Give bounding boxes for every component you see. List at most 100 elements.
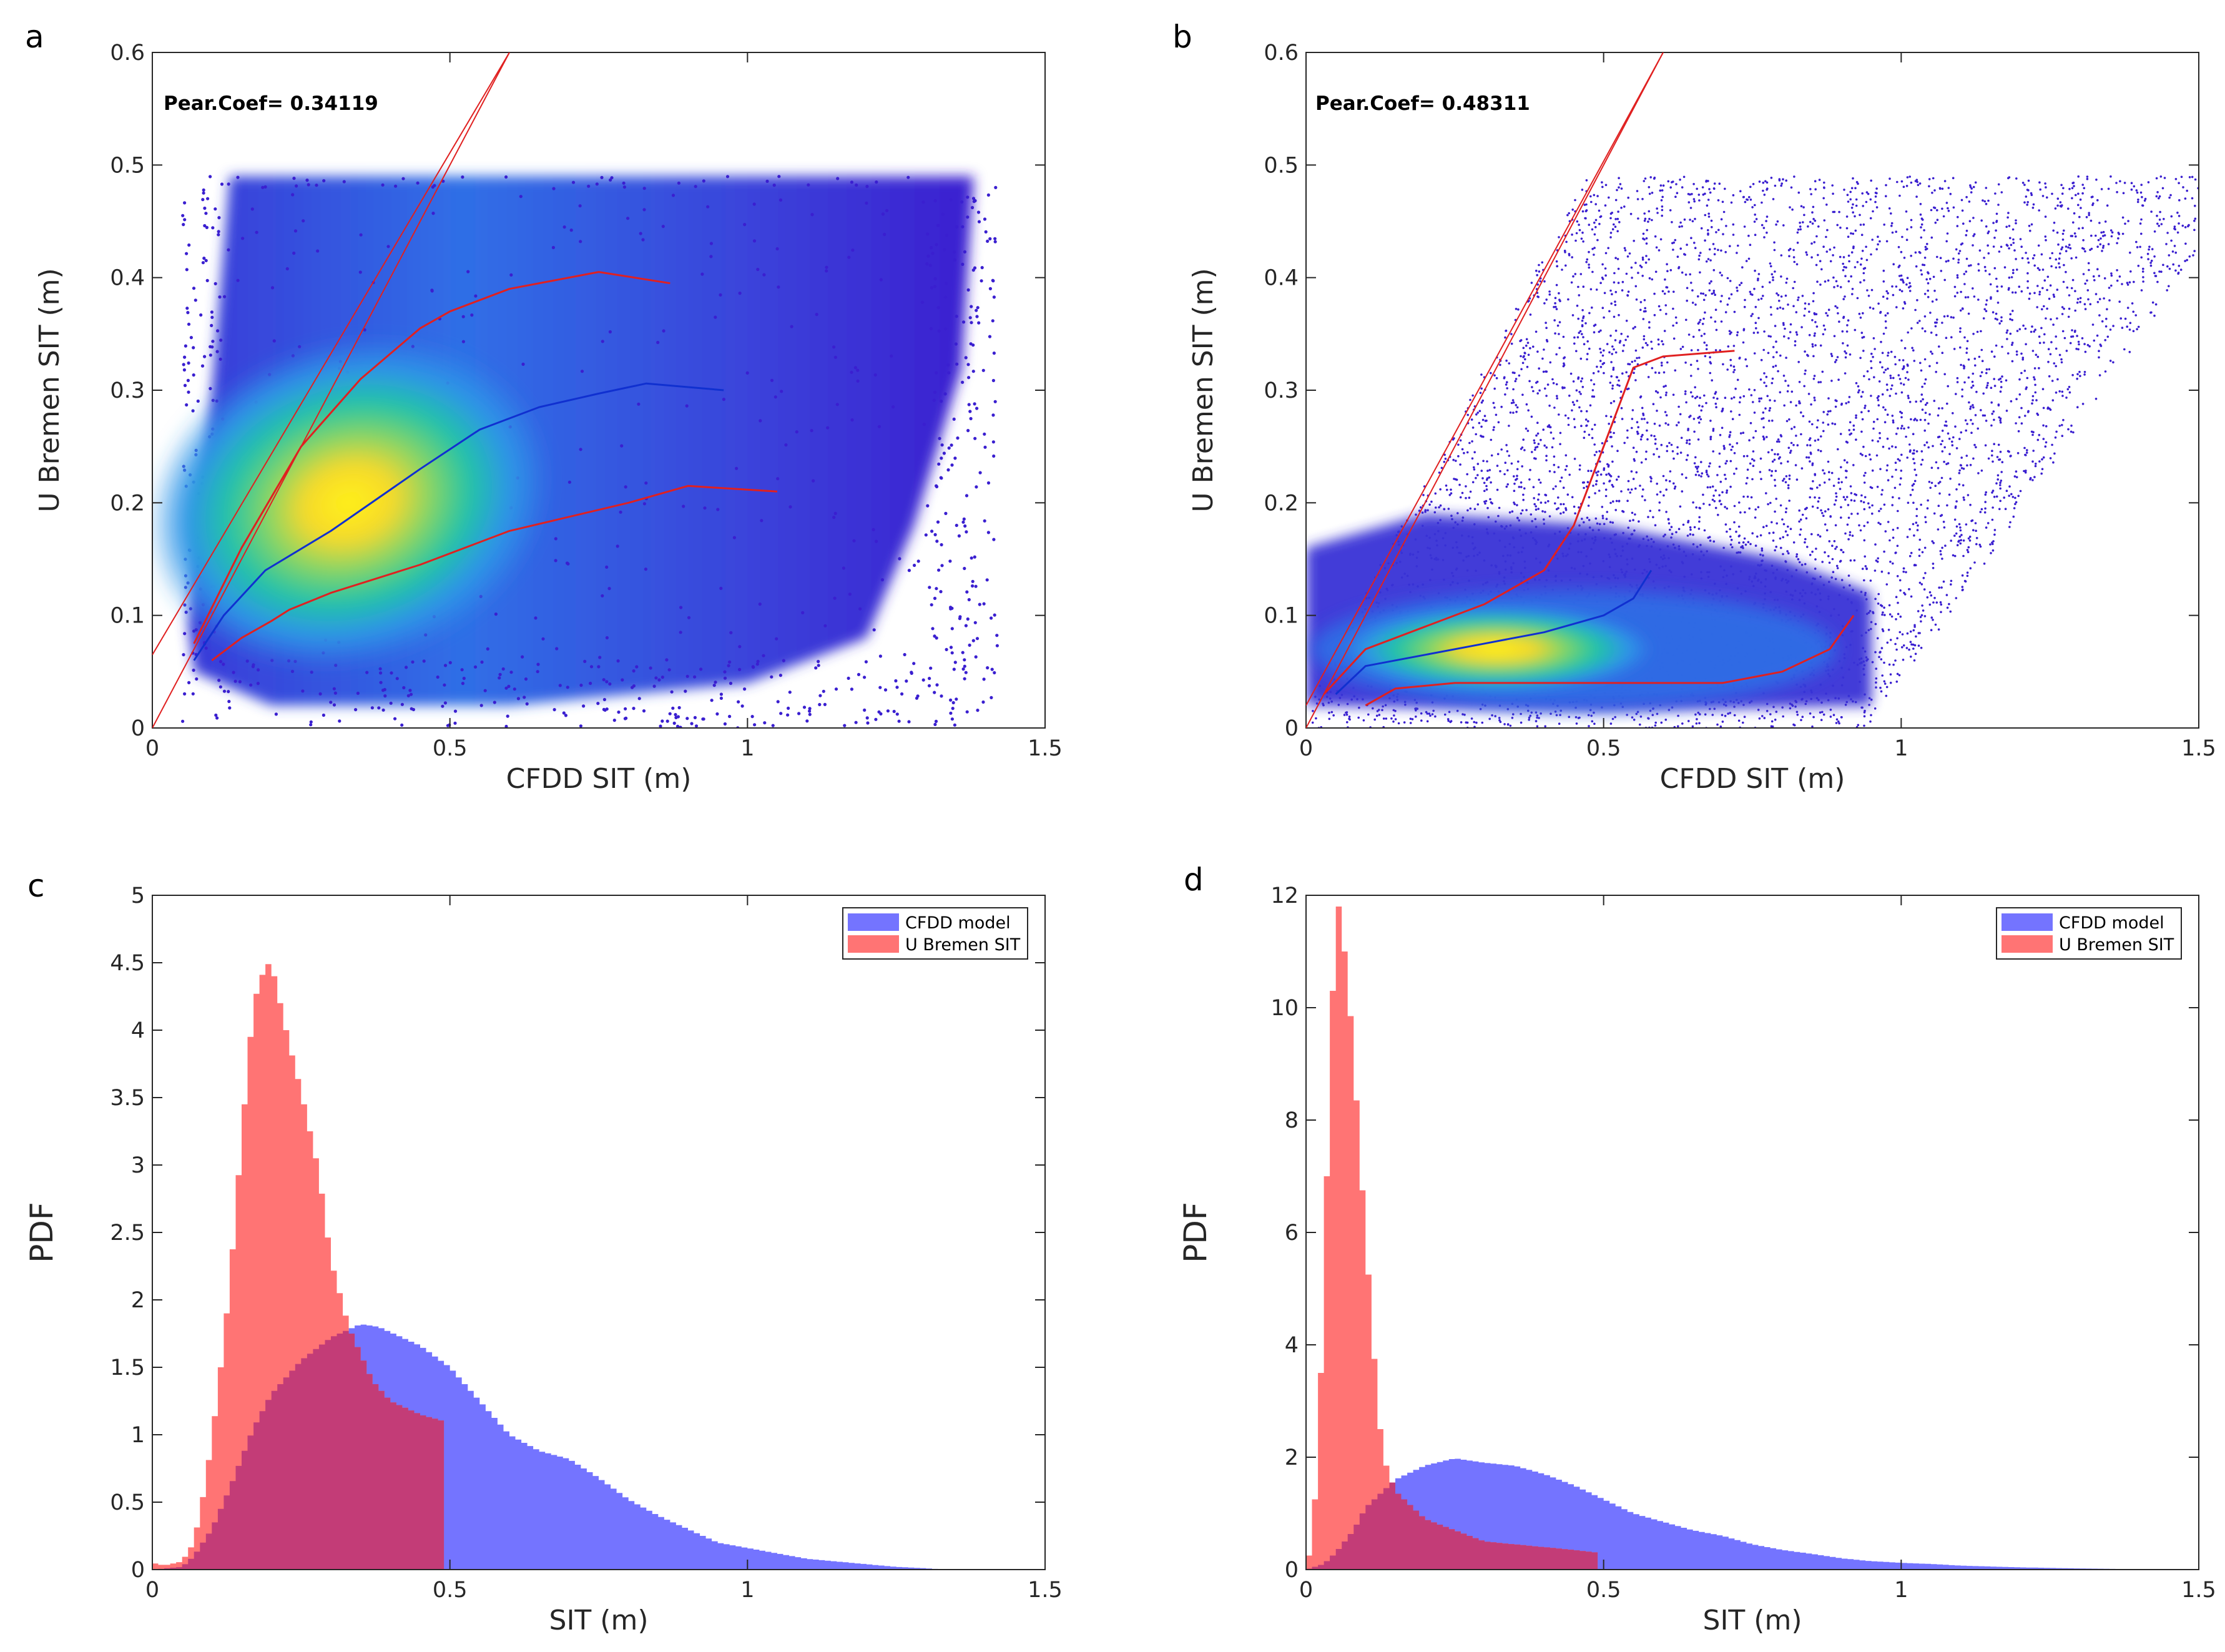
scatter-point-a [738, 292, 742, 295]
scatter-point-b [1822, 421, 1825, 424]
scatter-point-a [466, 270, 470, 273]
scatter-point-b [1565, 465, 1568, 468]
scatter-point-a [536, 670, 539, 674]
scatter-point-a [986, 531, 990, 534]
scatter-point-b [2119, 317, 2122, 320]
scatter-point-b [2126, 307, 2129, 309]
scatter-point-b [1704, 192, 1706, 195]
scatter-point-b [1709, 486, 1712, 489]
scatter-point-b [1870, 352, 1873, 355]
scatter-point-a [842, 566, 845, 570]
scatter-point-b [2043, 342, 2045, 344]
scatter-point-b [1699, 318, 1702, 322]
scatter-point-b [1834, 305, 1837, 308]
scatter-point-b [1824, 280, 1827, 283]
scatter-point-b [1459, 439, 1462, 442]
scatter-point-b [1953, 285, 1957, 288]
scatter-point-b [1919, 361, 1922, 365]
scatter-point-b [1745, 482, 1748, 485]
scatter-point-b [2081, 403, 2085, 405]
scatter-point-b [1885, 184, 1887, 187]
scatter-point-a [825, 269, 828, 273]
scatter-point-b [1769, 407, 1772, 410]
scatter-point-b [1670, 526, 1673, 528]
scatter-point-b [2148, 245, 2151, 248]
scatter-point-b [1982, 414, 1985, 417]
scatter-point-b [1956, 381, 1959, 383]
scatter-point-b [2059, 252, 2061, 255]
scatter-point-a [992, 454, 996, 458]
scatter-point-a [877, 425, 881, 428]
scatter-point-b [1698, 415, 1701, 418]
scatter-point-b [1812, 355, 1815, 358]
scatter-point-b [1874, 348, 1876, 350]
scatter-point-b [1567, 298, 1569, 301]
scatter-point-b [1580, 237, 1583, 240]
scatter-point-b [1735, 467, 1738, 470]
scatter-point-b [1698, 254, 1701, 257]
scatter-point-b [1739, 190, 1742, 193]
scatter-point-b [2015, 222, 2017, 225]
scatter-point-b [1578, 406, 1581, 409]
scatter-point-b [1997, 204, 2000, 206]
scatter-point-a [873, 373, 877, 377]
scatter-point-a [378, 667, 382, 671]
scatter-point-b [1913, 624, 1916, 627]
scatter-point-b [1599, 215, 1603, 218]
scatter-point-a [973, 199, 977, 203]
scatter-point-b [1824, 328, 1827, 331]
scatter-point-b [1684, 253, 1686, 256]
scatter-point-b [1831, 558, 1834, 561]
scatter-point-a [709, 242, 713, 245]
scatter-point-b [2117, 232, 2120, 234]
scatter-point-a [949, 698, 953, 702]
scatter-point-b [2063, 263, 2065, 267]
scatter-point-b [1772, 276, 1774, 279]
scatter-point-b [1548, 515, 1551, 518]
scatter-point-b [1918, 538, 1922, 541]
scatter-point-a [657, 678, 661, 682]
scatter-point-a [181, 719, 185, 723]
scatter-point-a [285, 267, 289, 271]
scatter-point-a [790, 325, 793, 328]
scatter-point-b [1942, 521, 1945, 523]
scatter-point-a [507, 684, 511, 688]
scatter-point-a [315, 184, 318, 187]
scatter-point-b [1900, 453, 1903, 456]
scatter-point-a [620, 444, 624, 448]
scatter-point-b [1766, 436, 1768, 438]
scatter-point-b [2076, 335, 2078, 337]
scatter-point-a [580, 370, 584, 373]
scatter-point-a [185, 268, 189, 272]
scatter-point-b [1980, 409, 1982, 411]
density-cloud-a [152, 175, 999, 728]
scatter-point-b [1960, 199, 1963, 202]
scatter-point-b [1721, 720, 1724, 723]
scatter-point-a [964, 671, 968, 674]
scatter-point-a [990, 667, 994, 671]
scatter-point-a [642, 208, 646, 212]
scatter-point-b [1902, 307, 1905, 310]
scatter-point-b [1373, 718, 1376, 721]
scatter-point-b [1961, 395, 1963, 398]
scatter-point-b [1884, 421, 1887, 423]
scatter-point-a [725, 175, 730, 179]
scatter-point-b [1886, 297, 1889, 300]
scatter-point-b [1844, 532, 1847, 535]
scatter-point-b [1917, 524, 1919, 527]
scatter-point-a [409, 692, 413, 696]
scatter-point-b [1950, 316, 1953, 318]
scatter-point-b [1896, 575, 1899, 578]
scatter-point-b [1702, 503, 1705, 505]
scatter-point-b [2015, 476, 2018, 479]
scatter-point-b [1819, 283, 1822, 286]
scatter-point-b [1664, 533, 1666, 536]
scatter-point-b [1538, 478, 1540, 481]
scatter-point-b [1955, 500, 1958, 503]
scatter-point-a [667, 668, 671, 672]
scatter-point-b [1850, 275, 1852, 278]
scatter-point-b [1913, 360, 1916, 362]
scatter-point-b [1996, 290, 1999, 293]
scatter-point-b [2000, 245, 2003, 248]
scatter-point-b [1551, 378, 1554, 381]
